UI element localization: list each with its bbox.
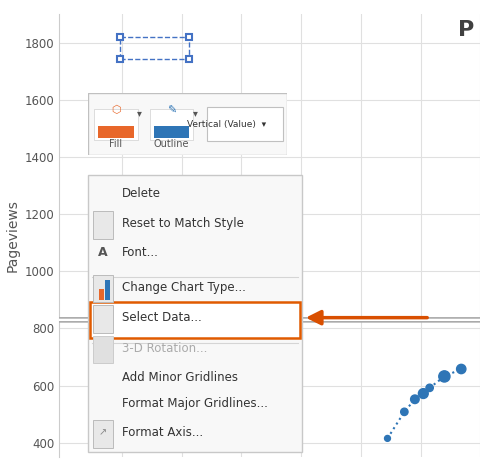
- Text: ✎: ✎: [167, 105, 176, 115]
- Text: ▾: ▾: [137, 108, 142, 118]
- Text: Change Chart Type...: Change Chart Type...: [122, 281, 246, 294]
- Y-axis label: Pageviews: Pageviews: [5, 199, 19, 272]
- FancyBboxPatch shape: [88, 93, 287, 155]
- Bar: [90, 302, 300, 338]
- Bar: [94, 275, 113, 302]
- Bar: [98, 126, 134, 138]
- Bar: [94, 336, 113, 363]
- Point: [411, 396, 419, 403]
- Text: Outline: Outline: [154, 139, 189, 149]
- Text: ▾: ▾: [193, 108, 198, 118]
- Point: [426, 384, 434, 392]
- Point: [400, 408, 408, 416]
- Text: ↗: ↗: [99, 427, 107, 437]
- Bar: [207, 107, 283, 141]
- Text: Format Axis...: Format Axis...: [122, 426, 203, 439]
- Text: Add Minor Gridlines: Add Minor Gridlines: [122, 371, 238, 384]
- Text: Reset to Match Style: Reset to Match Style: [122, 217, 244, 230]
- Text: Font...: Font...: [122, 246, 159, 259]
- Text: A: A: [98, 246, 108, 259]
- Text: Delete: Delete: [122, 187, 161, 199]
- Text: Fill: Fill: [109, 139, 122, 149]
- Text: Select Data...: Select Data...: [122, 311, 202, 324]
- Bar: [105, 280, 110, 300]
- FancyBboxPatch shape: [88, 175, 302, 452]
- Text: P: P: [458, 20, 474, 40]
- Circle shape: [0, 318, 490, 322]
- FancyArrowPatch shape: [310, 312, 427, 324]
- Bar: [98, 288, 104, 300]
- Bar: [149, 109, 194, 139]
- Bar: [94, 109, 138, 139]
- Text: Format Major Gridlines...: Format Major Gridlines...: [122, 397, 268, 410]
- Text: Vertical (Value)  ▾: Vertical (Value) ▾: [187, 119, 266, 129]
- Point: [419, 390, 427, 397]
- Point: [441, 373, 448, 380]
- Bar: [94, 305, 113, 333]
- Bar: [154, 126, 190, 138]
- Point: [384, 435, 392, 442]
- Text: ⬡: ⬡: [111, 105, 121, 115]
- Bar: [94, 211, 113, 238]
- Text: 3-D Rotation...: 3-D Rotation...: [122, 342, 208, 355]
- Bar: [94, 420, 113, 448]
- Point: [457, 365, 465, 373]
